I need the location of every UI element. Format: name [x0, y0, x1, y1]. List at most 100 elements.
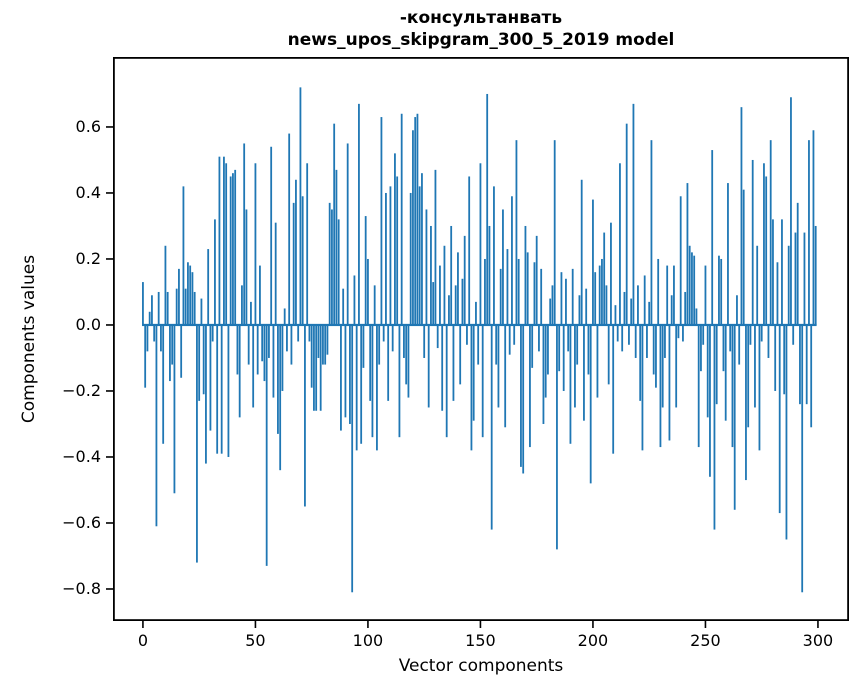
bar: [614, 305, 617, 325]
bar: [355, 324, 358, 451]
bar: [499, 268, 502, 325]
bar: [432, 282, 435, 325]
bar: [616, 324, 619, 342]
bar: [265, 324, 268, 566]
bar: [457, 252, 459, 325]
bar: [587, 324, 590, 375]
bar: [794, 232, 797, 325]
bar: [767, 324, 770, 358]
bar: [238, 324, 241, 418]
bar: [310, 324, 313, 388]
x-tick-label: 300: [802, 631, 834, 650]
zero-baseline: [142, 323, 817, 327]
bar: [533, 262, 536, 325]
bar: [277, 324, 279, 434]
bar: [544, 324, 547, 398]
bar: [711, 150, 714, 325]
bar: [398, 324, 401, 438]
bar: [547, 324, 549, 375]
bar: [567, 324, 570, 352]
bar: [709, 324, 711, 477]
bar: [655, 324, 657, 388]
bar: [603, 232, 606, 325]
bar: [385, 192, 387, 325]
bar: [396, 176, 399, 325]
bar: [272, 324, 275, 398]
bar: [333, 123, 336, 325]
bar: [153, 324, 156, 342]
bar: [234, 169, 237, 325]
x-tick-label: 250: [690, 631, 721, 650]
bar: [349, 324, 351, 424]
bar: [342, 288, 345, 325]
chart-title-line1: -консультанвать: [399, 8, 563, 28]
bar: [621, 324, 624, 352]
bar: [580, 179, 583, 325]
bar: [256, 324, 259, 375]
bar: [207, 249, 210, 325]
bar: [412, 130, 414, 325]
bar: [193, 291, 196, 325]
bar: [792, 324, 795, 345]
bar: [324, 324, 327, 365]
bar: [340, 324, 342, 431]
bar: [758, 324, 761, 451]
bar: [751, 159, 754, 325]
bar: [749, 324, 752, 345]
bar: [538, 324, 540, 352]
bar: [801, 324, 804, 593]
bar: [466, 324, 468, 345]
bar: [659, 324, 662, 448]
y-tick-label: 0.6: [75, 116, 101, 136]
bar: [328, 202, 331, 325]
bar: [315, 324, 318, 411]
bar: [630, 298, 633, 325]
bar: [306, 163, 309, 325]
bar: [245, 209, 248, 325]
bar: [418, 186, 421, 325]
bar: [641, 324, 644, 451]
bar: [612, 324, 615, 454]
bar: [198, 324, 201, 401]
bar: [520, 324, 522, 467]
bar: [274, 222, 277, 325]
bar: [394, 153, 396, 325]
bar: [322, 324, 324, 365]
bar: [684, 291, 687, 325]
bar: [549, 298, 552, 325]
bar: [529, 324, 531, 448]
bar: [175, 288, 178, 325]
bar: [666, 265, 669, 325]
bar: [281, 324, 284, 391]
bar: [452, 324, 455, 401]
bar: [308, 324, 311, 342]
bar: [301, 196, 304, 325]
bar: [637, 285, 639, 325]
y-tick-label: −0.6: [62, 512, 101, 532]
bar: [189, 265, 192, 325]
bar: [601, 258, 603, 325]
bar: [796, 202, 799, 325]
bar: [686, 183, 689, 325]
bar: [785, 324, 788, 540]
bar: [421, 173, 423, 325]
bar: [688, 245, 691, 325]
bar: [445, 324, 448, 438]
y-tick-label: 0.2: [75, 248, 101, 268]
bar: [718, 255, 720, 325]
bar: [745, 324, 747, 481]
bar: [594, 272, 597, 325]
bar: [211, 324, 214, 342]
bar: [697, 324, 700, 448]
bar: [702, 324, 705, 345]
bar: [313, 324, 315, 411]
bar: [367, 258, 369, 325]
bar: [409, 192, 412, 325]
bar: [704, 265, 707, 325]
bar: [337, 219, 340, 325]
y-tick-label: 0.4: [75, 182, 101, 202]
bar: [295, 179, 297, 325]
bar: [196, 324, 198, 563]
bar: [155, 324, 158, 527]
